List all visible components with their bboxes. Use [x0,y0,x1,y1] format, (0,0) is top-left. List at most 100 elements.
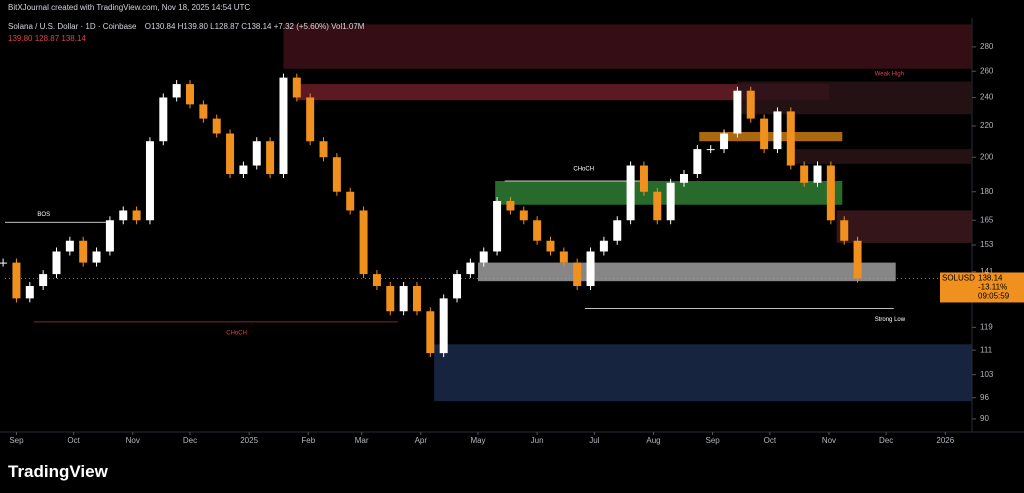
candle-body [25,286,34,299]
candle-body [412,286,421,312]
y-tick-label: 103 [980,370,994,379]
candle-body [65,240,74,252]
candle-body [519,210,528,221]
candle-body [679,174,688,183]
candle-body [172,84,181,98]
price-symbol: SOLUSD [942,274,975,283]
candle-body [479,251,488,263]
price-label-bg [940,272,1024,303]
candle-body [853,240,862,279]
x-tick-label: Sep [705,436,720,445]
candle-body [399,286,408,312]
candle-body [706,149,715,151]
x-tick-label: Jun [531,436,544,445]
candle-body [546,240,555,252]
x-tick-label: Dec [183,436,197,445]
candle-body [39,274,48,287]
candle-body [639,165,648,192]
x-tick-label: Aug [646,436,660,445]
candle-body [266,141,275,175]
annotation: Strong Low [875,317,906,323]
brand: TradingView [8,462,108,481]
x-tick-label: Apr [415,436,428,445]
zone [478,262,896,282]
y-tick-label: 153 [980,240,994,249]
x-tick-label: Feb [301,436,315,445]
candle-body [693,149,702,175]
candle-body [720,133,729,150]
candle-body [466,262,475,275]
y-tick-label: 96 [980,393,989,402]
candle-body [613,220,622,241]
candle-body [439,298,448,354]
candle-body [386,286,395,312]
price-change: -13.11% [978,283,1007,292]
x-tick-label: Jul [589,436,599,445]
x-tick-label: Nov [126,436,140,445]
candle-body [372,274,381,287]
y-tick-label: 119 [980,322,993,331]
candle-body [159,97,168,142]
candle-body [800,165,809,183]
candle-body [119,210,128,221]
candle-body [186,84,195,105]
candle-body [212,118,221,134]
y-tick-label: 220 [980,121,994,130]
candle-body [626,165,635,221]
candle-body [840,220,849,241]
x-tick-label: Dec [879,436,893,445]
candle-body [359,210,368,275]
candle-body [92,251,101,263]
zone [699,131,843,142]
zone [296,84,829,101]
annotation: Weak High [875,71,904,77]
candle-body [279,77,288,175]
candle-body [586,251,595,287]
y-tick-label: 111 [980,345,993,354]
zone [434,344,973,402]
candle-body [239,165,248,175]
ohlc: O130.84 H139.80 L128.87 C138.14 +7.32 (+… [144,22,365,31]
candle-body [773,111,782,150]
candle-body [12,262,21,299]
candle-body [252,141,261,166]
candle-body [760,118,769,150]
annotation: CHoCH [226,330,247,336]
candle-body [826,165,835,221]
x-tick-label: Oct [764,436,777,445]
symbol: Solana / U.S. Dollar · 1D · Coinbase [8,22,137,31]
zone [786,149,972,164]
y-tick-label: 260 [980,66,994,75]
y-tick-label: 180 [980,187,994,196]
price-value: 138.14 [978,274,1003,283]
candle-body [52,251,61,275]
candle-body [746,90,755,119]
candle-body [813,165,822,183]
candle-body [573,262,582,287]
x-tick-label: 2026 [936,436,954,445]
candle-body [0,262,8,264]
candle-body [306,97,315,142]
candle-body [506,200,515,211]
annotation: CHoCH [573,166,594,172]
candle-body [426,311,435,354]
y-tick-label: 165 [980,215,994,224]
y-tick-label: 200 [980,152,994,161]
candle-body [292,77,301,98]
candle-body [346,191,355,211]
zone [836,210,972,243]
x-tick-label: 2025 [240,436,258,445]
candle-body [332,157,341,192]
candle-body [453,274,462,299]
candle-body [666,182,675,221]
x-tick-label: May [470,436,485,445]
candle-body [79,240,88,263]
candle-body [226,133,235,175]
price-countdown: 09:05:59 [978,292,1010,301]
candle-body [199,104,208,119]
x-tick-label: Sep [9,436,24,445]
y-tick-label: 141 [980,267,994,276]
candle-body [105,220,114,252]
